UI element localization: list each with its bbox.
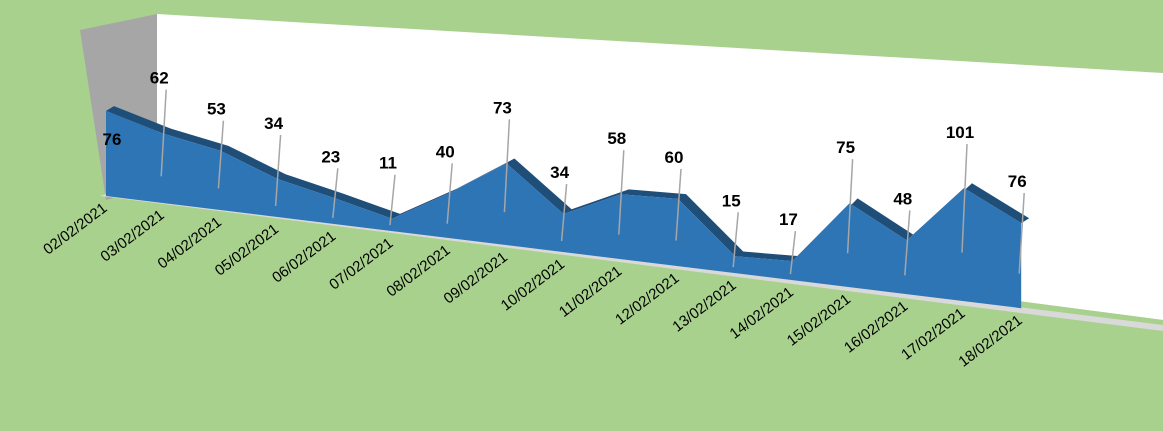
data-label: 76 xyxy=(103,130,122,149)
data-labels: 76 62 53 34 23 11 40 73 34 58 60 15 17 75 48 101 76 xyxy=(103,69,1027,230)
leader-line xyxy=(274,134,282,207)
leader-line xyxy=(961,144,968,253)
data-label: 53 xyxy=(207,100,226,119)
leader-line xyxy=(217,120,225,189)
leader-line xyxy=(732,212,739,268)
data-label: 34 xyxy=(264,114,283,133)
data-label: 11 xyxy=(379,154,397,173)
data-label: 40 xyxy=(436,142,455,161)
area-front-face xyxy=(106,110,1022,309)
leader-line xyxy=(389,174,396,226)
data-label: 48 xyxy=(893,189,912,208)
leader-line xyxy=(1018,193,1025,274)
x-axis-tick-label: 18/02/2021 xyxy=(955,312,1025,371)
data-label: 34 xyxy=(550,163,569,182)
data-label: 62 xyxy=(150,69,169,88)
area-series xyxy=(106,106,1030,309)
leader-line xyxy=(160,89,167,177)
leader-line xyxy=(675,168,682,241)
data-label: 15 xyxy=(722,191,741,210)
leader-line xyxy=(332,168,339,219)
data-label: 73 xyxy=(493,98,512,117)
data-label: 23 xyxy=(321,147,340,166)
leader-line xyxy=(503,119,511,213)
leader-line xyxy=(789,231,797,275)
floor-edge xyxy=(100,194,1163,331)
leader-line xyxy=(560,183,568,242)
leader-line xyxy=(446,163,453,224)
data-label: 60 xyxy=(665,148,684,167)
data-label: 17 xyxy=(779,210,798,229)
leader-lines xyxy=(160,89,1025,276)
data-label: 75 xyxy=(836,138,855,157)
data-label: 76 xyxy=(1008,172,1027,191)
data-label: 101 xyxy=(946,123,974,142)
leader-line xyxy=(904,210,911,276)
leader-line xyxy=(846,159,854,254)
leader-line xyxy=(618,150,625,235)
data-label: 58 xyxy=(607,129,626,148)
